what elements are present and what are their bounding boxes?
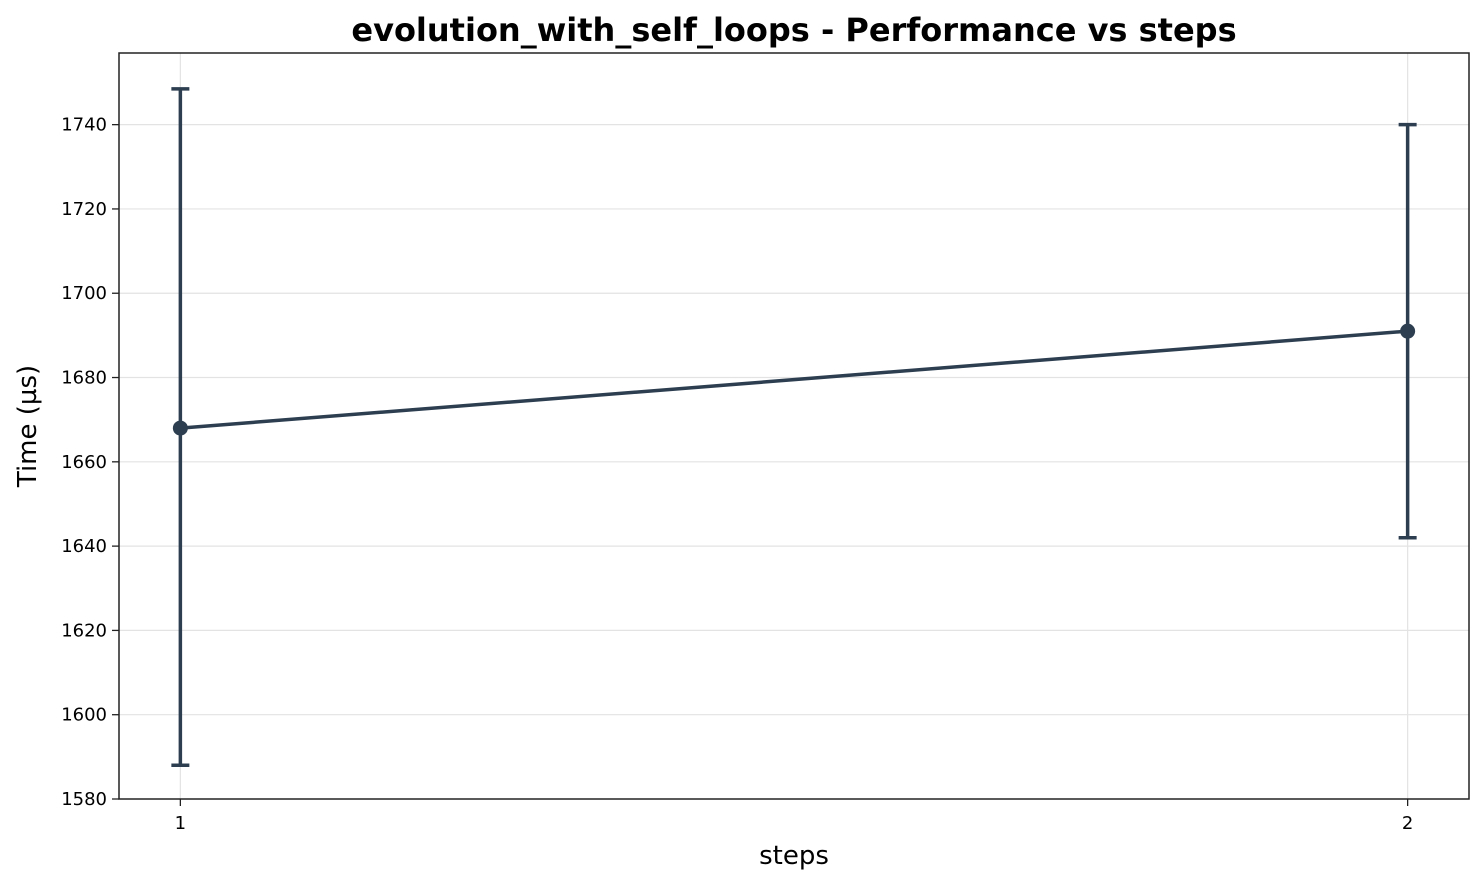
series-lines <box>180 329 1408 430</box>
data-point <box>172 420 188 436</box>
y-tick-label: 1580 <box>61 789 107 810</box>
y-axis-ticks: 1580 1600 1620 1640 1660 1680 1700 1720 1740 <box>61 115 119 810</box>
x-tick-label: 2 <box>1402 813 1413 834</box>
series-line <box>180 329 1408 430</box>
x-axis-label: steps <box>759 841 829 871</box>
data-point <box>1400 323 1416 339</box>
y-tick-label: 1660 <box>61 452 107 473</box>
y-tick-label: 1680 <box>61 368 107 389</box>
y-tick-label: 1740 <box>61 115 107 136</box>
data-points <box>172 323 1416 436</box>
grid <box>119 53 1469 799</box>
error-bars <box>171 87 1417 768</box>
plot-frame <box>118 52 1470 800</box>
y-axis-label: Time (µs) <box>13 365 43 488</box>
x-tick-label: 1 <box>175 813 186 834</box>
y-tick-label: 1640 <box>61 536 107 557</box>
chart-title: evolution_with_self_loops - Performance … <box>351 11 1236 49</box>
y-tick-label: 1700 <box>61 283 107 304</box>
y-tick-label: 1600 <box>61 705 107 726</box>
y-tick-label: 1620 <box>61 620 107 641</box>
y-tick-label: 1720 <box>61 199 107 220</box>
